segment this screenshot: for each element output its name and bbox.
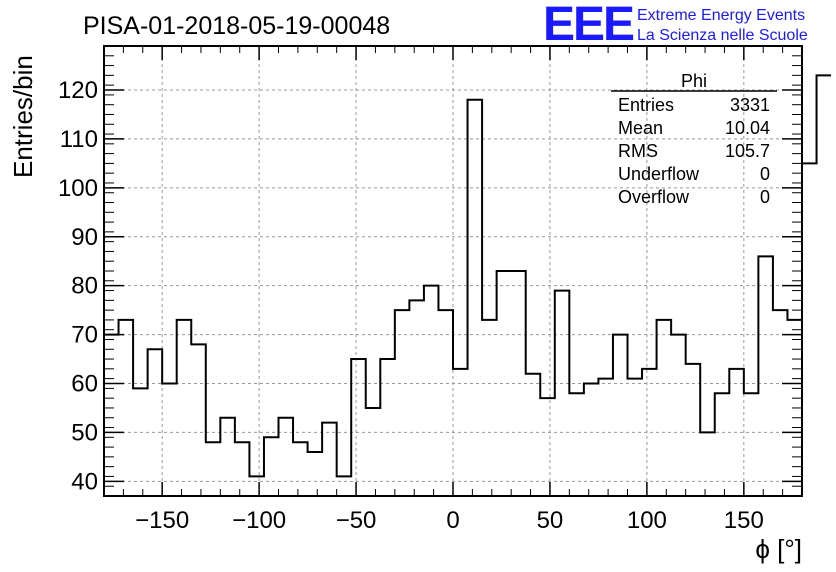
- stats-box: Phi Entries 3331 Mean 10.04 RMS 105.7 Underflo…: [611, 71, 777, 207]
- y-tick-label: 110: [60, 126, 98, 153]
- axis-ticks: [103, 45, 803, 497]
- stats-title: Phi: [681, 71, 707, 91]
- histogram-line: [104, 74, 832, 478]
- stats-value: 0: [760, 164, 770, 184]
- stats-value: 0: [760, 187, 770, 207]
- stats-value: 3331: [730, 95, 770, 115]
- stats-label: RMS: [618, 141, 658, 161]
- y-tick-label: 70: [71, 322, 98, 349]
- stats-label: Mean: [618, 118, 663, 138]
- stats-label: Underflow: [618, 164, 700, 184]
- y-tick-label: 100: [58, 175, 98, 202]
- x-tick-label: −150: [135, 507, 189, 534]
- y-tick-label: 120: [58, 77, 98, 104]
- logo-line-1: Extreme Energy Events: [637, 7, 805, 24]
- tick-labels: −150 −100 −50 0 50 100 150 40 50 60 70 80 90 100 110 12…: [58, 77, 764, 534]
- x-tick-label: 50: [537, 507, 564, 534]
- y-tick-label: 50: [71, 419, 98, 446]
- eee-logo: EEE: [543, 0, 634, 51]
- y-tick-label: 80: [71, 273, 98, 300]
- stats-label: Overflow: [618, 187, 690, 207]
- stats-rows: Entries 3331 Mean 10.04 RMS 105.7 Underflow 0 Ov…: [618, 95, 770, 207]
- y-axis-label: Entries/bin: [8, 55, 38, 178]
- run-title: PISA-01-2018-05-19-00048: [83, 12, 390, 40]
- stats-value: 105.7: [725, 141, 770, 161]
- plot-frame: [103, 45, 803, 497]
- stats-label: Entries: [618, 95, 674, 115]
- x-tick-label: −50: [336, 507, 377, 534]
- x-tick-label: −100: [232, 507, 286, 534]
- y-tick-label: 90: [71, 224, 98, 251]
- x-tick-label: 0: [446, 507, 459, 534]
- y-tick-label: 40: [71, 468, 98, 495]
- x-tick-label: 100: [627, 507, 667, 534]
- y-tick-label: 60: [71, 371, 98, 398]
- logo-line-2: La Scienza nelle Scuole: [637, 27, 808, 44]
- x-axis-label: ϕ [°]: [755, 534, 802, 564]
- x-tick-label: 150: [724, 507, 764, 534]
- stats-value: 10.04: [725, 118, 770, 138]
